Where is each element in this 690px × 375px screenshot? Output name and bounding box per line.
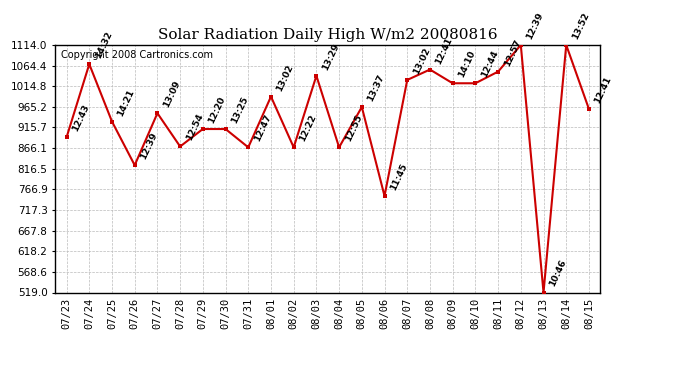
Text: 12:39: 12:39 [525, 11, 545, 41]
Text: 13:25: 13:25 [230, 95, 250, 125]
Title: Solar Radiation Daily High W/m2 20080816: Solar Radiation Daily High W/m2 20080816 [158, 28, 497, 42]
Text: 12:39: 12:39 [139, 131, 159, 161]
Text: 12:47: 12:47 [253, 113, 273, 143]
Text: 10:46: 10:46 [548, 259, 568, 288]
Text: 11:45: 11:45 [388, 162, 409, 192]
Text: 12:44: 12:44 [480, 49, 500, 79]
Text: 12:55: 12:55 [343, 113, 364, 143]
Text: 14:32: 14:32 [93, 30, 114, 60]
Text: 13:02: 13:02 [275, 63, 295, 92]
Text: 12:41: 12:41 [434, 36, 455, 65]
Text: Copyright 2008 Cartronics.com: Copyright 2008 Cartronics.com [61, 50, 213, 60]
Text: 13:09: 13:09 [161, 79, 182, 109]
Text: 13:37: 13:37 [366, 73, 386, 103]
Text: 13:52: 13:52 [571, 11, 591, 41]
Text: 12:41: 12:41 [593, 75, 613, 105]
Text: 14:21: 14:21 [116, 87, 137, 117]
Text: 12:20: 12:20 [207, 95, 227, 125]
Text: 13:02: 13:02 [411, 46, 432, 76]
Text: 13:29: 13:29 [321, 42, 341, 72]
Text: 12:43: 12:43 [70, 104, 91, 133]
Text: 12:54: 12:54 [184, 112, 205, 142]
Text: 12:57: 12:57 [502, 38, 522, 68]
Text: 14:10: 14:10 [457, 50, 477, 79]
Text: 12:22: 12:22 [298, 113, 318, 143]
